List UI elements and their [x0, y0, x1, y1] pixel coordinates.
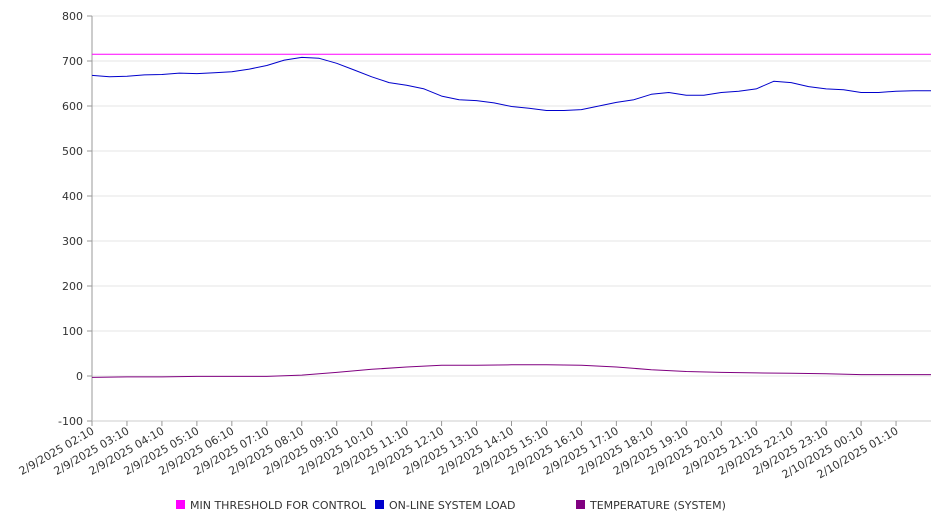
y-tick-label: 600 [62, 100, 83, 113]
y-tick-label: 300 [62, 235, 83, 248]
series-layer [91, 53, 931, 378]
y-tick-labels: 800 700 600 500 400 300 200 100 0 -100 [58, 10, 83, 428]
y-tick-label: 100 [62, 325, 83, 338]
legend: MIN THRESHOLD FOR CONTROL ON-LINE SYSTEM … [176, 499, 726, 512]
y-tick-label: 700 [62, 55, 83, 68]
grid-layer [92, 15, 931, 422]
legend-label-1: ON-LINE SYSTEM LOAD [389, 499, 515, 512]
axis-layer [87, 15, 931, 426]
x-tick-labels: 2/9/2025 02:102/9/2025 03:102/9/2025 04:… [17, 424, 901, 481]
y-tick-label: 0 [76, 370, 83, 383]
series-line-1 [91, 56, 931, 111]
legend-swatch-0 [176, 500, 185, 509]
legend-label-2: TEMPERATURE (SYSTEM) [589, 499, 726, 512]
series-line-2 [91, 364, 931, 378]
y-tick-label: 500 [62, 145, 83, 158]
legend-label-0: MIN THRESHOLD FOR CONTROL [190, 499, 367, 512]
y-tick-label: 800 [62, 10, 83, 23]
y-tick-label: 400 [62, 190, 83, 203]
legend-swatch-1 [375, 500, 384, 509]
y-tick-label: -100 [58, 415, 83, 428]
y-tick-label: 200 [62, 280, 83, 293]
legend-swatch-2 [576, 500, 585, 509]
